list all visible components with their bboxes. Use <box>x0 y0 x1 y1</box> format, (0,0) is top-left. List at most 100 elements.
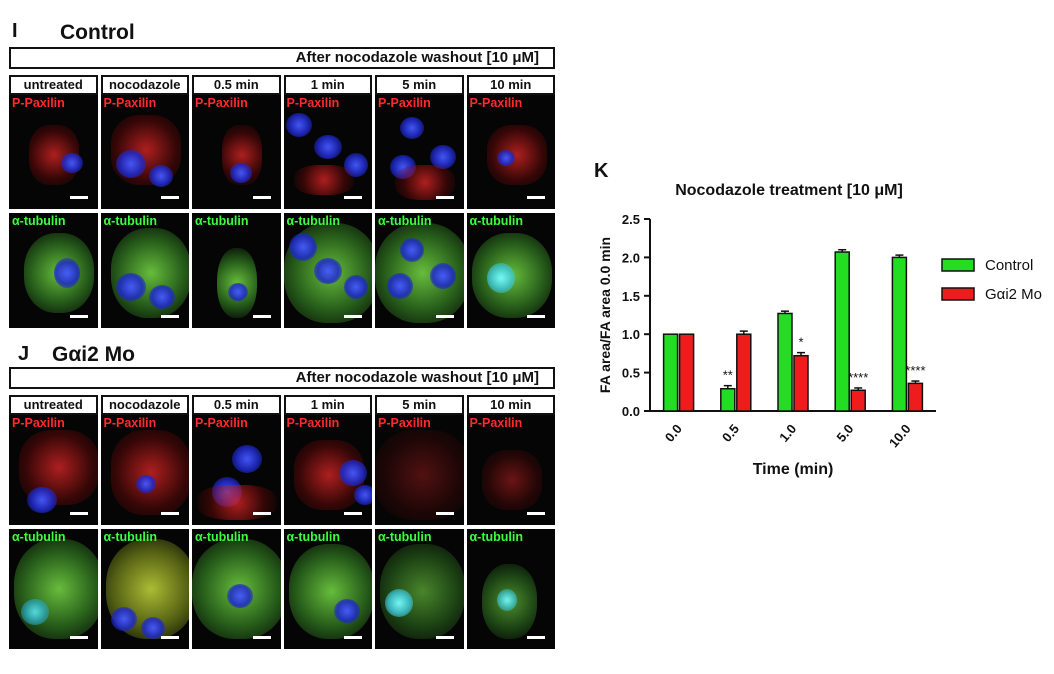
micrograph-tile: P-Paxilin <box>283 95 372 209</box>
paxilin-label: P-Paxilin <box>103 96 157 110</box>
tubulin-label: α-tubulin <box>378 214 432 228</box>
paxilin-row: P-Paxilin P-Paxilin P-Paxilin P-Paxilin … <box>9 95 555 209</box>
micrograph-tile: P-Paxilin <box>466 415 555 525</box>
scale-bar <box>252 636 271 639</box>
column-label-untreated: untreated <box>9 395 98 415</box>
micrograph-tile: P-Paxilin <box>100 415 189 525</box>
column-label-untreated: untreated <box>9 75 98 95</box>
paxilin-label: P-Paxilin <box>378 96 431 110</box>
paxilin-label: P-Paxilin <box>195 96 248 110</box>
significance-marker: * <box>798 335 803 350</box>
column-label-nocodazole: nocodazole <box>100 75 189 95</box>
x-tick-label: 5.0 <box>833 421 856 444</box>
y-tick-label: 1.5 <box>622 289 640 304</box>
column-labels: untreated nocodazole 0.5 min 1 min 5 min… <box>9 75 555 95</box>
scale-bar <box>69 512 88 515</box>
bar-control <box>777 312 793 412</box>
scale-bar <box>527 315 545 318</box>
scale-bar <box>161 196 179 199</box>
scale-bar <box>344 636 362 639</box>
micrograph-tile: α-tubulin <box>192 529 281 649</box>
panel-i-title: Control <box>60 21 135 44</box>
micrograph-tile: α-tubulin <box>283 213 372 328</box>
washout-header: After nocodazole washout [10 μM] <box>9 47 555 69</box>
paxilin-label: P-Paxilin <box>378 416 431 430</box>
paxilin-label: P-Paxilin <box>286 96 340 110</box>
tubulin-label: α-tubulin <box>469 214 524 228</box>
micrograph-tile: P-Paxilin <box>192 415 281 525</box>
scale-bar <box>252 315 271 318</box>
column-label-5-min: 5 min <box>375 395 464 415</box>
y-axis-label: FA area/FA area 0.0 min <box>597 237 613 393</box>
paxilin-label: P-Paxilin <box>103 416 157 430</box>
scale-bar <box>252 196 271 199</box>
chart-title: Nocodazole treatment [10 μM] <box>675 182 903 199</box>
bar-gai2-mo <box>736 333 752 412</box>
scale-bar <box>344 512 362 515</box>
panel-j-title: Gαi2 Mo <box>52 343 135 366</box>
y-tick-label: 1.0 <box>622 327 640 342</box>
scale-bar <box>435 196 454 199</box>
scale-bar <box>435 636 454 639</box>
tubulin-row: α-tubulin α-tubulin α-tubulin α-tubulin … <box>9 213 555 328</box>
chart-svg: Nocodazole treatment [10 μM] 0.0 0.5 1.0 1.5… <box>597 182 1042 478</box>
micrograph-tile: P-Paxilin <box>466 95 555 209</box>
scale-bar <box>527 512 545 515</box>
micrograph-tile: P-Paxilin <box>100 95 189 209</box>
bar-control <box>662 333 679 412</box>
bar-gai2-mo <box>678 333 695 412</box>
tubulin-label: α-tubulin <box>286 530 341 544</box>
scale-bar <box>435 512 454 515</box>
scale-bar <box>69 315 88 318</box>
scale-bar <box>69 636 88 639</box>
micrograph-tile: P-Paxilin <box>192 95 281 209</box>
legend-label-control: Control <box>985 257 1033 274</box>
x-axis-label: Time (min) <box>753 461 834 478</box>
y-tick-label: 0.0 <box>622 404 640 419</box>
micrograph-tile: P-Paxilin <box>375 415 464 525</box>
micrograph-tile: α-tubulin <box>375 529 464 649</box>
column-label-0-5-min: 0.5 min <box>192 395 281 415</box>
column-label-10-min: 10 min <box>466 395 555 415</box>
paxilin-label: P-Paxilin <box>195 416 248 430</box>
micrograph-tile: α-tubulin <box>466 213 555 328</box>
micrograph-tile: α-tubulin <box>283 529 372 649</box>
micrograph-tile: α-tubulin <box>375 213 464 328</box>
scale-bar <box>69 196 88 199</box>
x-tick-label: 0.5 <box>719 421 742 444</box>
micrograph-tile: α-tubulin <box>9 529 98 649</box>
paxilin-label: P-Paxilin <box>12 416 65 430</box>
column-label-1-min: 1 min <box>283 75 372 95</box>
gai2-mo-micrograph-panel: After nocodazole washout [10 μM] untreat… <box>9 367 555 649</box>
micrograph-tile: α-tubulin <box>100 529 189 649</box>
column-label-1-min: 1 min <box>283 395 372 415</box>
micrograph-tile: P-Paxilin <box>9 415 98 525</box>
micrograph-tile: α-tubulin <box>9 213 98 328</box>
column-label-5-min: 5 min <box>375 75 464 95</box>
scale-bar <box>252 512 271 515</box>
fa-area-bar-chart: Nocodazole treatment [10 μM] 0.0 0.5 1.0 1.5… <box>590 150 1050 490</box>
control-micrograph-panel: After nocodazole washout [10 μM] untreat… <box>9 47 555 328</box>
x-tick-label: 1.0 <box>776 421 799 444</box>
tubulin-label: α-tubulin <box>195 214 249 228</box>
washout-header: After nocodazole washout [10 μM] <box>9 367 555 389</box>
y-tick-label: 2.0 <box>622 250 640 265</box>
tubulin-label: α-tubulin <box>12 530 66 544</box>
scale-bar <box>527 636 545 639</box>
significance-marker: ** <box>723 368 733 383</box>
bar-gai2-mo <box>850 389 866 412</box>
scale-bar <box>527 196 545 199</box>
column-label-nocodazole: nocodazole <box>100 395 189 415</box>
y-tick-label: 0.5 <box>622 366 640 381</box>
tubulin-label: α-tubulin <box>195 530 249 544</box>
column-labels: untreated nocodazole 0.5 min 1 min 5 min… <box>9 395 555 415</box>
y-tick-label: 2.5 <box>622 212 640 227</box>
micrograph-tile: P-Paxilin <box>283 415 372 525</box>
micrograph-tile: P-Paxilin <box>9 95 98 209</box>
paxilin-label: P-Paxilin <box>469 416 523 430</box>
bar-gai2-mo <box>907 382 924 412</box>
micrograph-tile: α-tubulin <box>100 213 189 328</box>
micrograph-tile: α-tubulin <box>466 529 555 649</box>
paxilin-row: P-Paxilin P-Paxilin P-Paxilin P-Paxilin … <box>9 415 555 525</box>
tubulin-label: α-tubulin <box>378 530 432 544</box>
